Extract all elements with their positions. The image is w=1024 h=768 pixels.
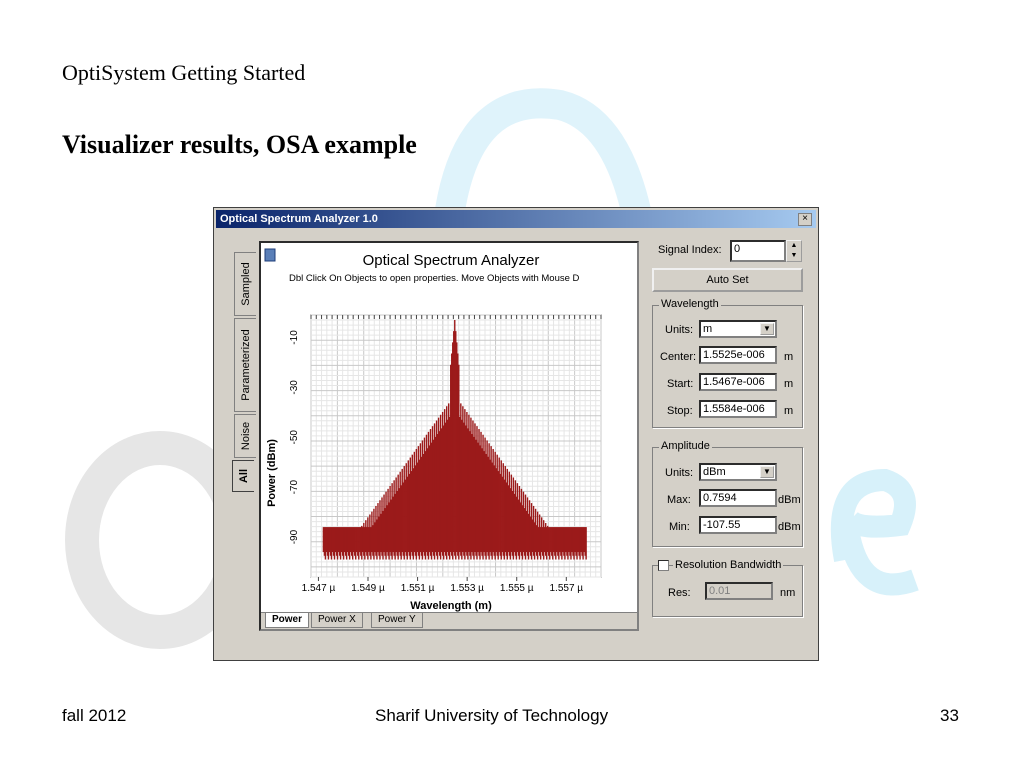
amp-min-label: Min: [669, 521, 690, 533]
slide-heading: Visualizer results, OSA example [62, 130, 417, 159]
tab-parameterized[interactable]: Parameterized [234, 318, 256, 412]
res-input[interactable]: 0.01 [705, 582, 773, 600]
close-button[interactable]: × [798, 213, 812, 226]
plot-panel: Optical Spectrum Analyzer Dbl Click On O… [259, 241, 639, 631]
wl-start-unit: m [784, 378, 794, 390]
x-axis-label: Wavelength (m) [410, 600, 492, 612]
chevron-down-icon[interactable]: ▼ [760, 466, 774, 478]
bottom-tab-bar: Power Power X Power Y [261, 612, 637, 629]
wl-center-unit: m [784, 351, 794, 363]
resolution-group-label: Resolution Bandwidth [673, 559, 784, 571]
footer-left: fall 2012 [62, 706, 127, 725]
wl-units-select[interactable]: m ▼ [699, 320, 777, 338]
wl-stop-label: Stop: [667, 405, 693, 417]
y-tick-label: -70 [289, 480, 300, 495]
y-tick-label: -30 [289, 380, 300, 395]
chart-icon[interactable] [264, 248, 276, 262]
signal-index-input[interactable]: 0 [730, 240, 786, 262]
chart-hint: Dbl Click On Objects to open properties.… [289, 273, 580, 284]
amplitude-group-label: Amplitude [659, 440, 712, 452]
res-label: Res: [668, 587, 691, 599]
y-tick-label: -50 [289, 430, 300, 445]
y-tick-label: -90 [289, 529, 300, 544]
wavelength-group: Wavelength [652, 298, 803, 428]
amp-max-unit: dBm [778, 494, 801, 506]
amp-min-input[interactable]: -107.55 [699, 516, 777, 534]
slide-title: OptiSystem Getting Started [62, 60, 306, 85]
window-titlebar[interactable]: Optical Spectrum Analyzer 1.0 × [216, 210, 816, 228]
osa-chart[interactable]: Optical Spectrum Analyzer Dbl Click On O… [261, 243, 637, 613]
amplitude-group: Amplitude [652, 440, 803, 547]
tab-all[interactable]: All [232, 460, 254, 492]
footer-page-number: 33 [940, 706, 959, 725]
res-unit: nm [780, 587, 796, 599]
tab-power[interactable]: Power [265, 613, 310, 628]
signal-index-label: Signal Index: [658, 244, 722, 256]
x-tick-label: 1.553 µ [450, 583, 484, 594]
amp-max-label: Max: [667, 494, 691, 506]
amp-max-input[interactable]: 0.7594 [699, 489, 777, 507]
y-axis-label: Power (dBm) [266, 439, 278, 507]
wl-start-label: Start: [667, 378, 694, 390]
chart-title: Optical Spectrum Analyzer [363, 252, 540, 269]
wl-stop-input[interactable]: 1.5584e-006 [699, 400, 777, 418]
y-tick-label: -10 [289, 330, 300, 345]
tab-sampled[interactable]: Sampled [234, 252, 256, 316]
x-tick-label: 1.549 µ [351, 583, 385, 594]
x-tick-label: 1.555 µ [500, 583, 534, 594]
footer-center: Sharif University of Technology [375, 706, 609, 725]
wl-units-label: Units: [665, 324, 694, 336]
wavelength-group-label: Wavelength [659, 298, 721, 310]
amp-units-select[interactable]: dBm ▼ [699, 463, 777, 481]
amp-units-label: Units: [665, 467, 694, 479]
window-title: Optical Spectrum Analyzer 1.0 [220, 213, 378, 225]
tab-power-y[interactable]: Power Y [371, 613, 423, 628]
x-tick-label: 1.547 µ [302, 583, 336, 594]
wl-start-input[interactable]: 1.5467e-006 [699, 373, 777, 391]
wl-center-input[interactable]: 1.5525e-006 [699, 346, 777, 364]
x-tick-label: 1.557 µ [550, 583, 584, 594]
signal-index-spinner[interactable]: ▲ ▼ [786, 240, 802, 262]
auto-set-button[interactable]: Auto Set [652, 268, 803, 292]
x-tick-label: 1.551 µ [401, 583, 435, 594]
wl-center-label: Center: [660, 351, 697, 363]
amp-min-unit: dBm [778, 521, 801, 533]
resolution-checkbox[interactable] [658, 560, 669, 571]
tab-power-x[interactable]: Power X [311, 613, 363, 628]
chevron-down-icon[interactable]: ▼ [760, 323, 774, 335]
tab-noise[interactable]: Noise [234, 414, 256, 458]
wl-stop-unit: m [784, 405, 794, 417]
